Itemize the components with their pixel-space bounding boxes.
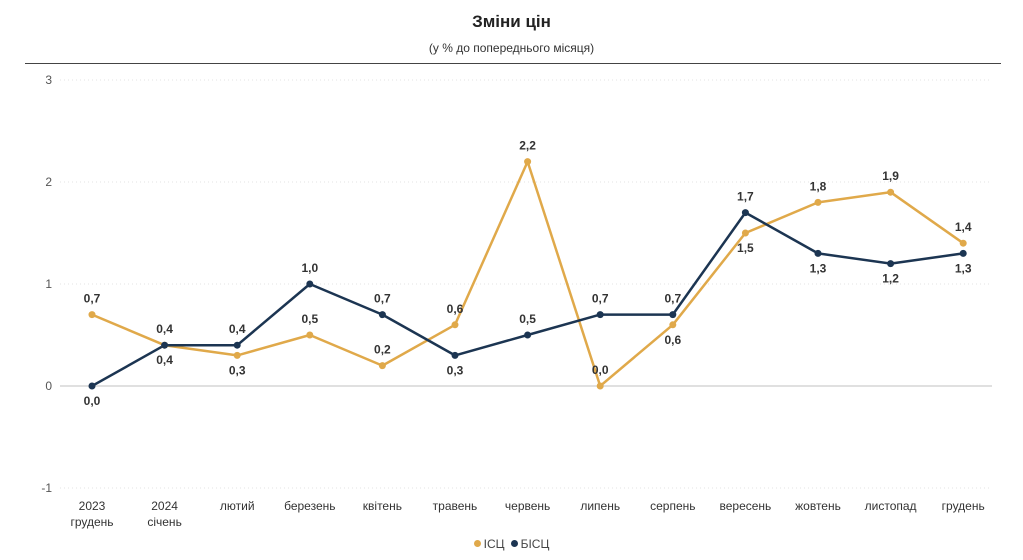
- data-label: 1,7: [737, 190, 754, 204]
- data-point: [233, 341, 241, 349]
- x-tick-label: липень: [580, 499, 620, 513]
- data-label: 0,5: [301, 312, 318, 326]
- data-point: [814, 198, 822, 206]
- data-point: [233, 351, 241, 359]
- data-label: 0,4: [156, 353, 173, 367]
- x-tick-label: грудень: [70, 515, 113, 529]
- x-tick-label: травень: [433, 499, 478, 513]
- data-point: [741, 209, 749, 217]
- legend-marker: [510, 540, 518, 547]
- x-tick-label: жовтень: [795, 499, 841, 513]
- data-point: [596, 382, 604, 390]
- data-point: [306, 331, 314, 339]
- data-label: 1,3: [810, 261, 827, 275]
- data-point: [596, 311, 604, 319]
- data-label: 0,7: [592, 292, 609, 306]
- x-tick-label: березень: [284, 499, 335, 513]
- data-point: [959, 249, 967, 257]
- data-point: [161, 341, 169, 349]
- x-tick-label: грудень: [942, 499, 985, 513]
- data-point: [306, 280, 314, 288]
- data-label: 1,8: [810, 179, 827, 193]
- y-tick-label: 1: [45, 277, 52, 291]
- chart-subtitle: (у % до попереднього місяця): [428, 41, 595, 55]
- data-label: 1,5: [737, 241, 754, 255]
- x-tick-label: 2024: [151, 499, 178, 513]
- chart-title: Зміни цін: [472, 12, 551, 31]
- data-label: 0,7: [664, 292, 681, 306]
- data-label: 2,2: [519, 139, 536, 153]
- x-tick-label: червень: [505, 499, 550, 513]
- data-label: 0,6: [664, 333, 681, 347]
- data-label: 0,7: [374, 292, 391, 306]
- data-point: [88, 382, 96, 390]
- x-tick-label: серпень: [650, 499, 695, 513]
- data-label: 1,2: [882, 272, 899, 286]
- data-label: 0,0: [84, 394, 101, 408]
- data-point: [887, 260, 895, 268]
- chart-legend[interactable]: ІСЦ БІСЦ: [0, 536, 1023, 551]
- x-tick-label: лютий: [220, 499, 255, 513]
- data-point: [88, 311, 96, 319]
- data-label: 0,5: [519, 312, 536, 326]
- x-tick-label: квітень: [363, 499, 402, 513]
- y-tick-label: -1: [41, 481, 52, 495]
- data-label: 0,3: [229, 363, 246, 377]
- data-point: [451, 351, 459, 359]
- data-point: [669, 321, 677, 329]
- series-line-1: [91, 160, 964, 388]
- x-tick-label: вересень: [719, 499, 771, 513]
- legend-label: БІСЦ: [520, 536, 550, 551]
- data-point: [887, 188, 895, 196]
- x-tick-label: листопад: [865, 499, 917, 513]
- series-line-2: [91, 211, 964, 388]
- data-label: 1,4: [955, 220, 972, 234]
- title-divider: [25, 63, 1001, 64]
- data-point: [378, 362, 386, 370]
- y-tick-label: 3: [45, 73, 52, 87]
- data-label: 1,0: [301, 261, 318, 275]
- data-label: 0,2: [374, 343, 391, 357]
- legend-item-1[interactable]: ІСЦ: [473, 536, 505, 551]
- legend-item-2[interactable]: БІСЦ: [510, 536, 550, 551]
- legend-label: ІСЦ: [483, 536, 505, 551]
- y-tick-label: 0: [45, 379, 52, 393]
- x-tick-label: січень: [147, 515, 181, 529]
- data-point: [741, 229, 749, 237]
- data-label: 0,4: [156, 322, 173, 336]
- data-label: 0,6: [447, 302, 464, 316]
- data-point: [524, 331, 532, 339]
- data-label: 1,3: [955, 261, 972, 275]
- legend-marker: [473, 540, 481, 547]
- data-point: [524, 158, 532, 166]
- data-label: 0,0: [592, 363, 609, 377]
- data-point: [959, 239, 967, 247]
- data-label: 0,4: [229, 322, 246, 336]
- data-label: 0,3: [447, 363, 464, 377]
- data-point: [669, 311, 677, 319]
- data-point: [814, 249, 822, 257]
- x-tick-label: 2023: [79, 499, 106, 513]
- data-label: 0,7: [84, 292, 101, 306]
- y-tick-label: 2: [45, 175, 52, 189]
- data-label: 1,9: [882, 169, 899, 183]
- data-point: [378, 311, 386, 319]
- data-point: [451, 321, 459, 329]
